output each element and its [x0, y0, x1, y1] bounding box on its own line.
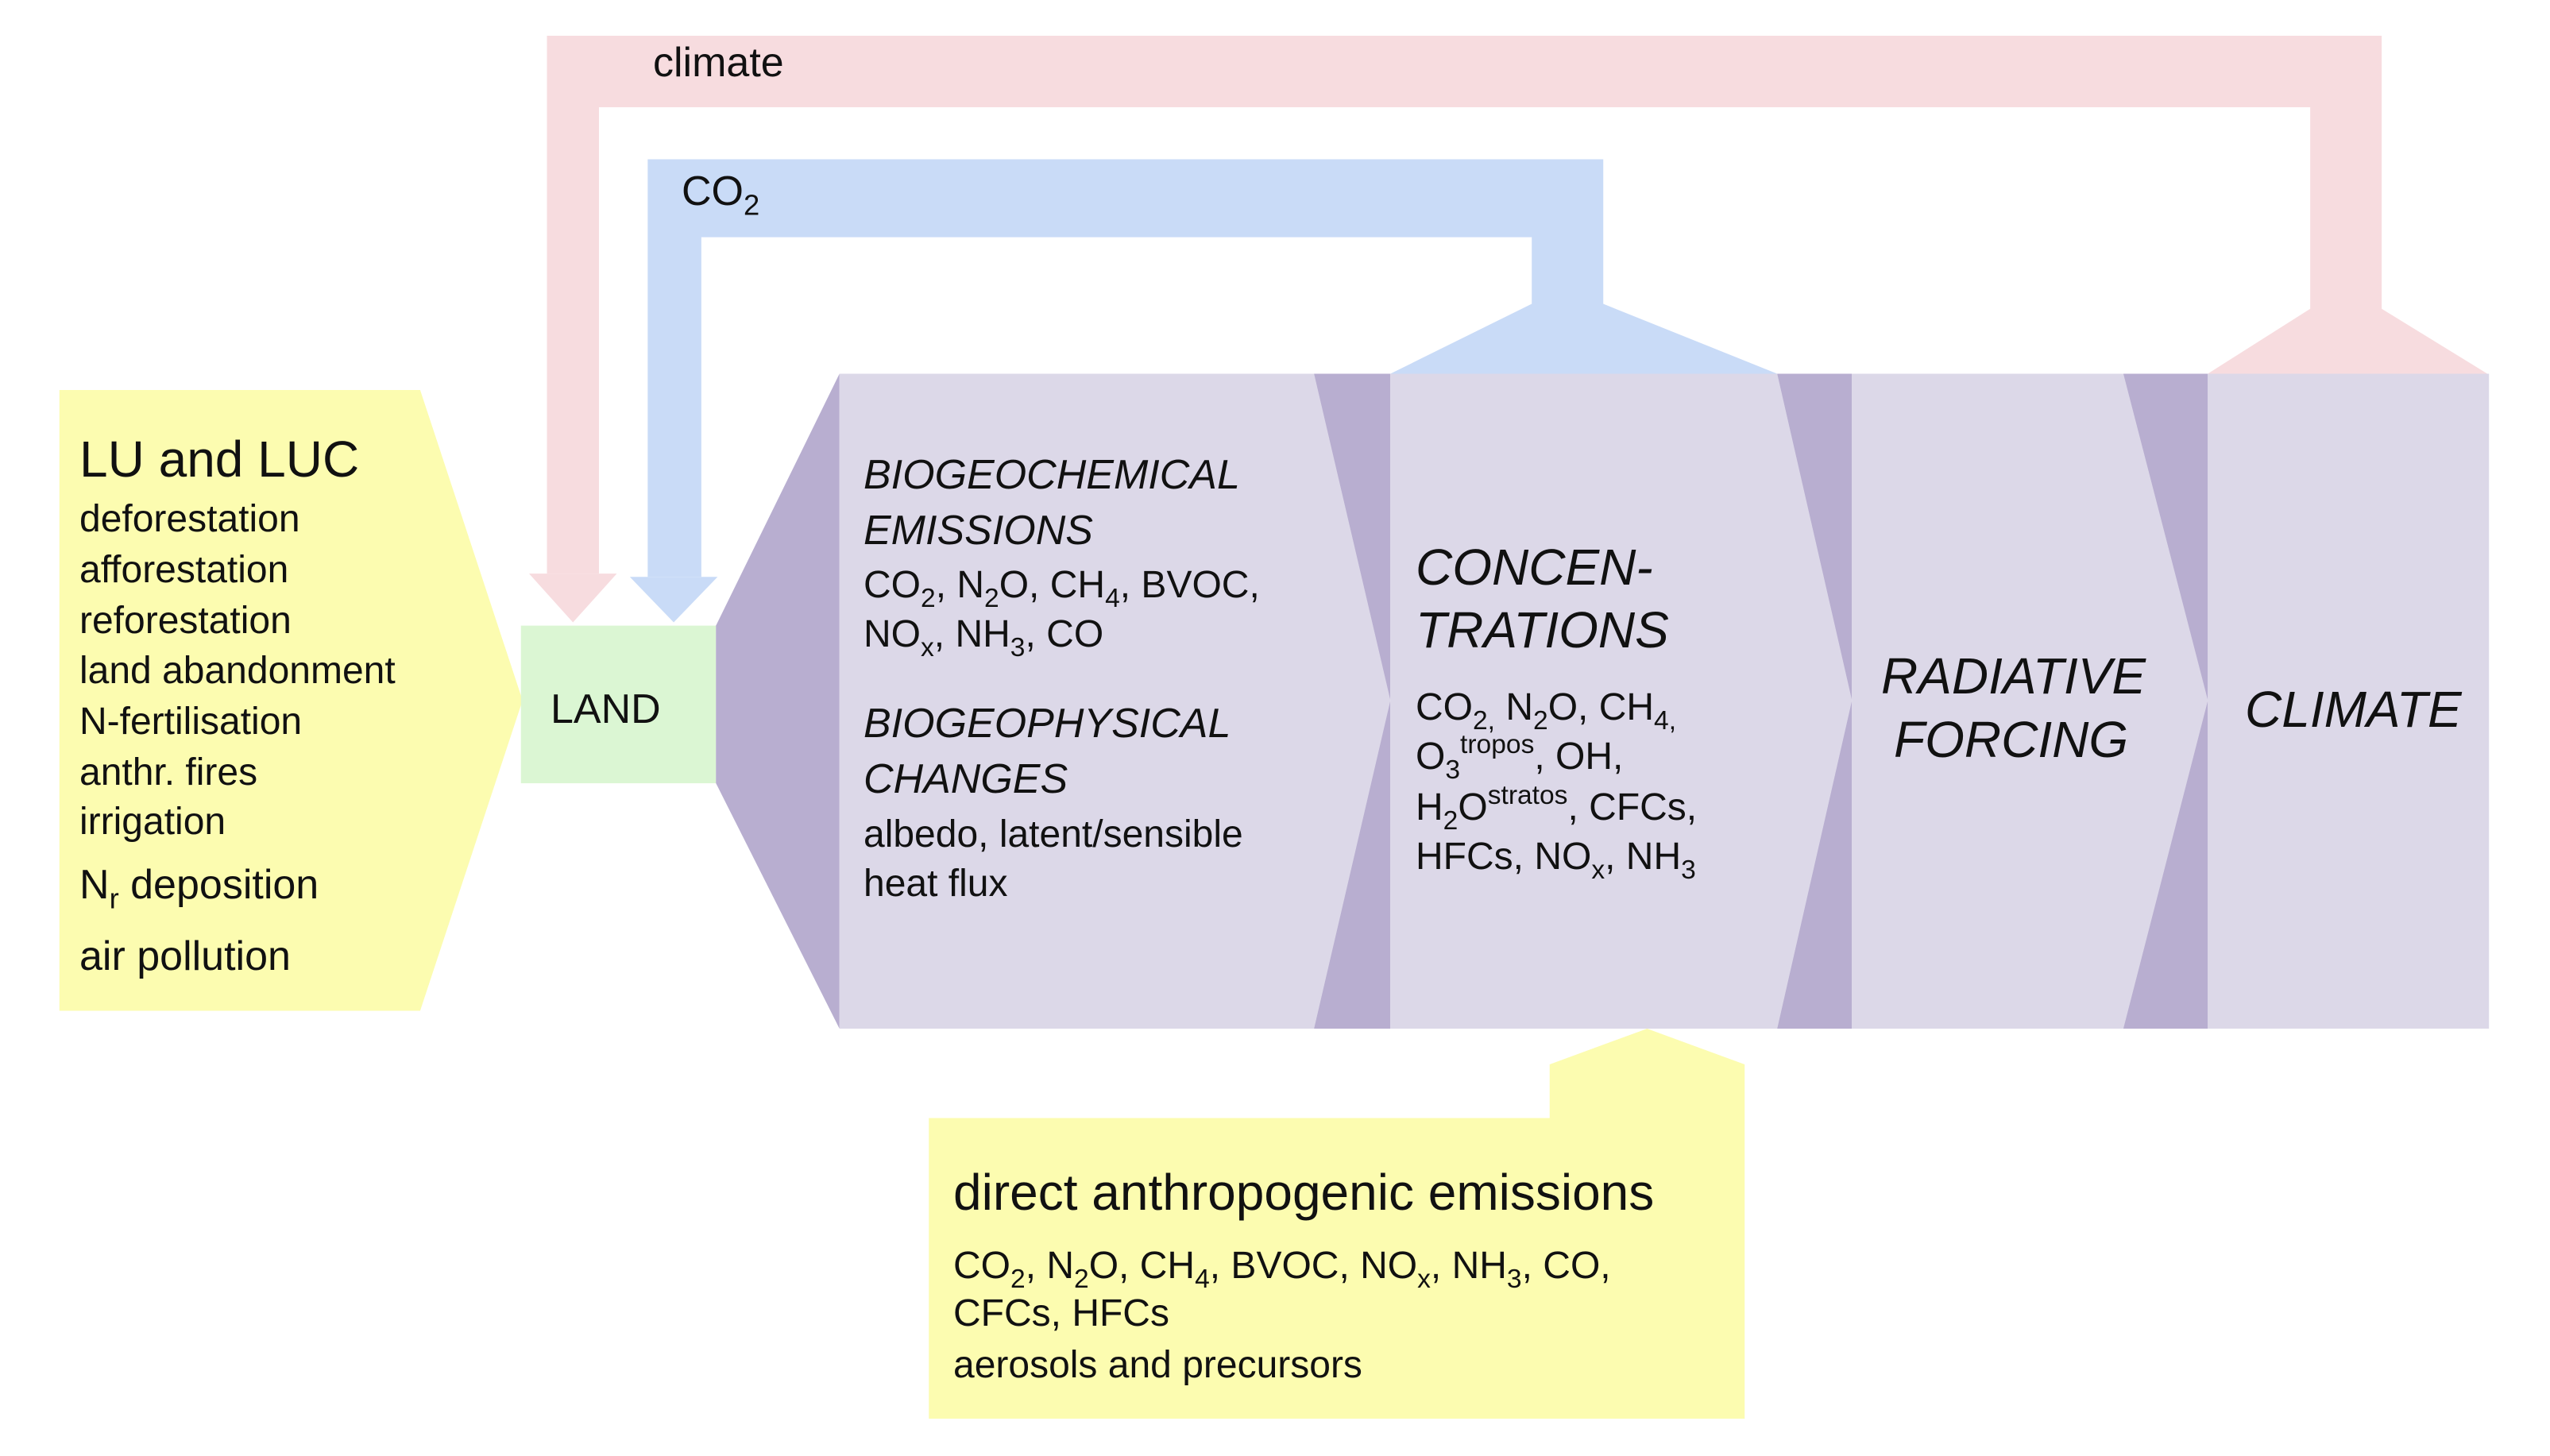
direct-emissions-title: direct anthropogenic emissions — [953, 1164, 1655, 1221]
driver-item: anthr. fires — [79, 751, 258, 794]
driver-item: afforestation — [79, 549, 289, 591]
biogeochemical-species: CO2, N2O, CH4, BVOC, — [864, 564, 1260, 613]
concentration-species-4: HFCs, NOx, NH3 — [1416, 836, 1696, 885]
forcing-title: RADIATIVE — [1881, 647, 2146, 705]
nr-symbol: N — [79, 862, 110, 908]
drivers-title: LU and LUC — [79, 431, 360, 488]
emissions-stage-shape — [839, 373, 1391, 1029]
biogeophysical-items-2: heat flux — [864, 863, 1008, 905]
emissions-connector — [1314, 373, 1391, 1029]
land-label: LAND — [551, 686, 661, 732]
climate-loop-fan — [2208, 308, 2488, 374]
driver-item: land abandonment — [79, 650, 396, 692]
land-box — [520, 625, 717, 784]
drivers-arrow-shape — [59, 389, 523, 1011]
air-pollution-label: air pollution — [79, 933, 291, 979]
climate-title: CLIMATE — [2245, 681, 2462, 738]
climate-feedback-loop — [528, 36, 2488, 623]
driver-item: reforestation — [79, 600, 292, 642]
driver-item: deforestation — [79, 498, 300, 540]
direct-emissions-species-2: CFCs, HFCs — [953, 1292, 1169, 1334]
biogeochemical-title: BIOGEOCHEMICAL — [864, 452, 1240, 498]
co2-label-subscript: 2 — [744, 188, 760, 222]
co2-loop-label: CO2 — [682, 167, 759, 219]
climate-loop-band — [547, 36, 2382, 574]
concentration-species-2: O3tropos, OH, — [1416, 729, 1624, 785]
nr-rest: deposition — [118, 862, 319, 908]
biogeophysical-title: BIOGEOPHYSICAL — [864, 701, 1231, 747]
co2-loop-fan — [1390, 303, 1778, 374]
co2-feedback-loop — [629, 159, 1778, 623]
climate-stage-shape — [2208, 373, 2490, 1029]
co2-loop-arrowhead — [629, 577, 718, 623]
land-emissions-fan — [716, 373, 840, 1029]
concentration-species-3: H2Ostratos, CFCs, — [1416, 780, 1698, 836]
biogeochemical-species-2: NOx, NH3, CO — [864, 613, 1104, 662]
direct-emissions-species: CO2, N2O, CH4, BVOC, NOx, NH3, CO, — [953, 1245, 1611, 1294]
concentration-species: CO2, N2O, CH4, — [1416, 686, 1677, 736]
biogeochemical-title-2: EMISSIONS — [864, 508, 1093, 554]
climate-loop-arrowhead — [528, 574, 617, 623]
direct-emissions-aerosols: aerosols and precursors — [953, 1344, 1362, 1386]
direct-emissions-shape — [929, 1028, 1745, 1419]
concentrations-stage-shape — [1390, 373, 1853, 1029]
biogeophysical-title-2: CHANGES — [864, 756, 1068, 802]
forcing-stage-shape — [1852, 373, 2208, 1029]
forcing-title-2: FORCING — [1894, 711, 2129, 768]
climate-loop-label: climate — [653, 40, 784, 86]
driver-item: N-fertilisation — [79, 701, 303, 743]
forcing-connector — [2123, 373, 2208, 1029]
biogeophysical-items: albedo, latent/sensible — [864, 813, 1243, 855]
co2-loop-band — [647, 159, 1604, 577]
driver-item: irrigation — [79, 801, 226, 843]
nr-subscript: r — [109, 882, 119, 915]
nr-deposition-label: Nr deposition — [79, 860, 319, 913]
concentrations-title: CONCEN- — [1416, 539, 1653, 596]
concentrations-title-2: TRATIONS — [1416, 601, 1669, 658]
co2-label-text: CO — [682, 168, 744, 214]
concentrations-connector — [1777, 373, 1853, 1029]
